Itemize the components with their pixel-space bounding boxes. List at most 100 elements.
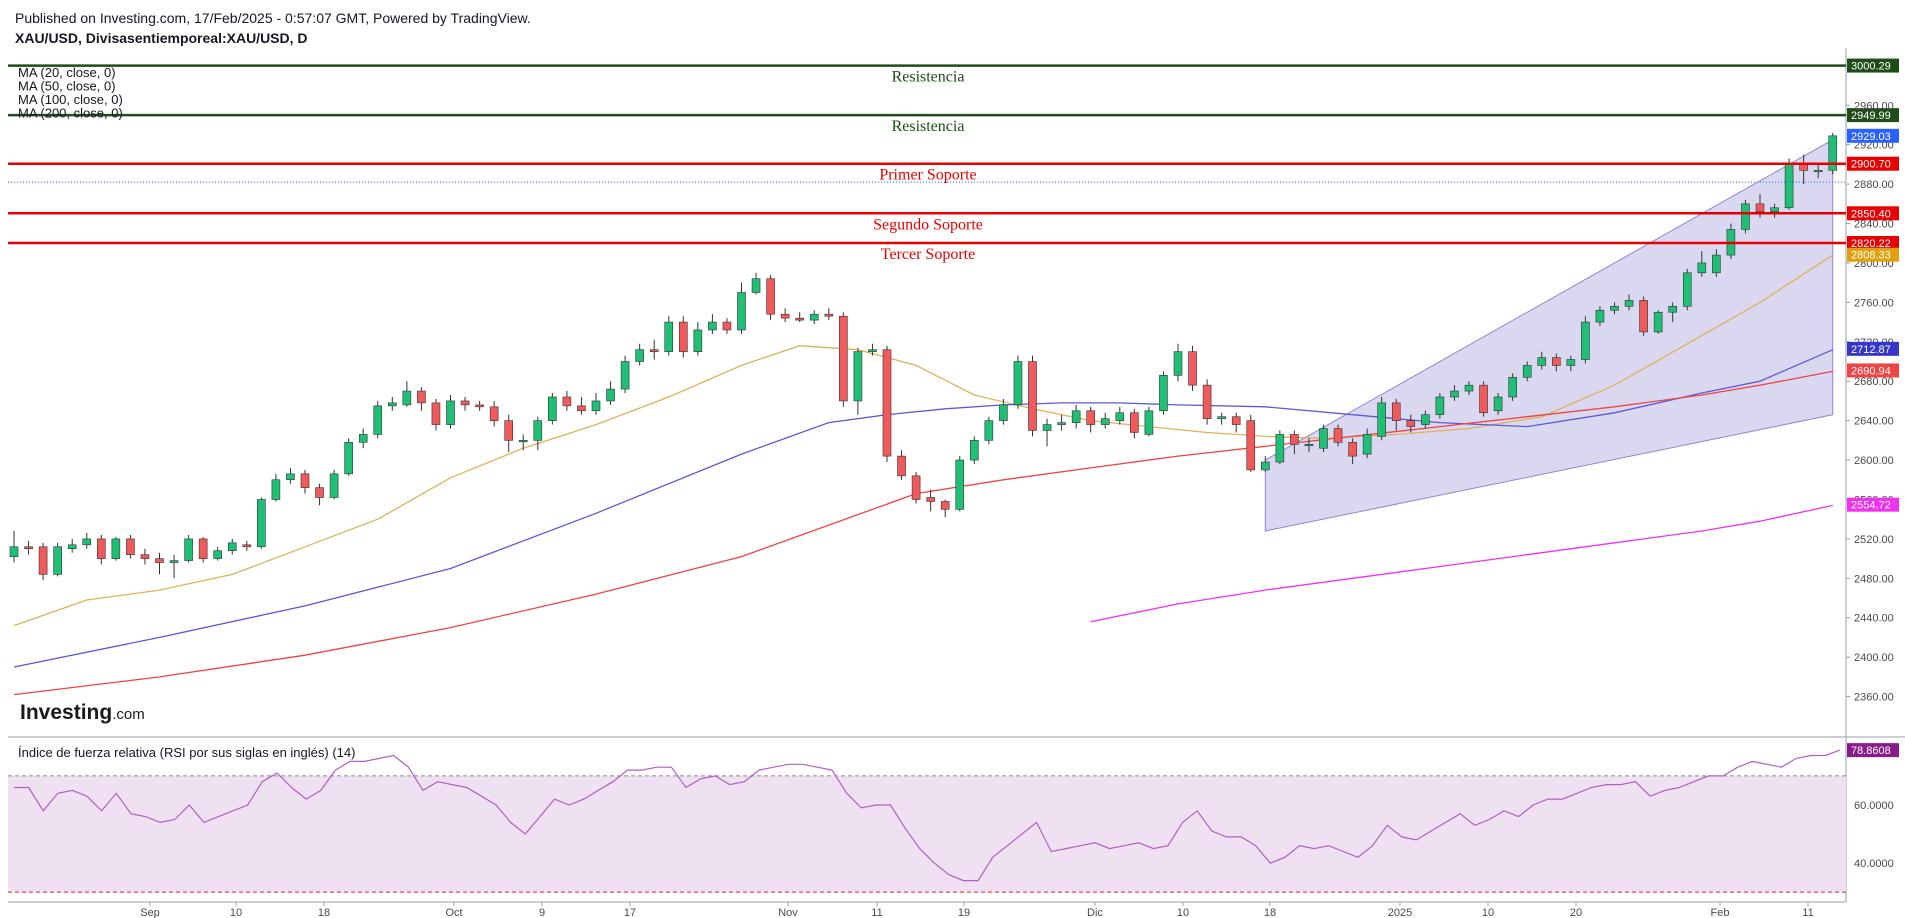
candle <box>271 479 281 500</box>
y-tick-label: 2960.00 <box>1854 100 1894 112</box>
x-tick-label: Oct <box>445 907 462 918</box>
candle <box>577 405 586 412</box>
candle <box>1653 311 1663 333</box>
ma-legend-item: MA (100, close, 0) <box>18 92 123 107</box>
price-axis: 2360.002400.002440.002480.002520.002560.… <box>1846 100 1899 704</box>
y-tick-label: 2760.00 <box>1854 297 1894 309</box>
candle <box>1450 390 1459 398</box>
candle <box>1042 424 1052 431</box>
candle <box>635 349 644 362</box>
level-price-text: 2850.40 <box>1851 208 1891 220</box>
y-tick-label: 2680.00 <box>1854 376 1894 388</box>
candle <box>315 487 324 498</box>
candle <box>1712 254 1721 274</box>
x-tick-label: 2025 <box>1388 907 1412 918</box>
candle <box>1639 300 1648 333</box>
candle <box>1377 402 1386 437</box>
candle <box>1741 203 1750 230</box>
level-label: Resistencia <box>892 69 965 86</box>
chart-frame <box>8 48 1905 903</box>
candle <box>82 538 92 546</box>
candle <box>460 400 470 406</box>
candle <box>475 404 484 408</box>
candle <box>97 538 106 559</box>
x-tick-label: Sep <box>140 907 160 918</box>
level-price-text: 2820.22 <box>1851 238 1891 250</box>
rsi-band <box>8 775 1846 893</box>
y-tick-label: 2600.00 <box>1854 455 1894 467</box>
candle <box>169 560 179 563</box>
candle <box>1159 375 1168 412</box>
candle <box>649 349 659 352</box>
candle <box>387 402 397 407</box>
level-price-text: 2900.70 <box>1851 159 1891 171</box>
candle <box>868 349 877 352</box>
candle <box>693 329 703 352</box>
candle <box>911 475 921 500</box>
candle <box>708 321 717 331</box>
candle <box>780 313 790 319</box>
level-label: Primer Soporte <box>879 167 976 184</box>
candle <box>24 546 33 550</box>
candle <box>1202 384 1212 419</box>
x-tick-label: 9 <box>539 907 545 918</box>
price-tag <box>1847 363 1899 378</box>
candle <box>198 538 208 559</box>
ma-legend: MA (20, close, 0)MA (50, close, 0)MA (10… <box>18 65 123 121</box>
candle <box>1595 309 1605 323</box>
candle <box>1406 420 1416 427</box>
price-tag-text: 2929.03 <box>1851 131 1891 143</box>
candle <box>1610 306 1619 311</box>
candle <box>1522 365 1532 378</box>
candle <box>839 315 848 402</box>
price-tag <box>1847 247 1899 262</box>
candle <box>1144 410 1154 435</box>
candle <box>1508 376 1517 398</box>
y-tick-label: 2400.00 <box>1854 652 1894 664</box>
candle <box>358 434 368 443</box>
candle <box>1348 442 1357 457</box>
candle <box>1435 396 1445 416</box>
candle <box>751 278 761 293</box>
x-tick-label: 18 <box>1264 907 1276 918</box>
candle <box>1784 164 1794 209</box>
y-tick-label: 2360.00 <box>1854 692 1894 704</box>
candle <box>606 388 615 402</box>
price-tag <box>1847 128 1899 143</box>
candle <box>940 501 950 510</box>
candle <box>373 405 383 435</box>
y-tick-label: 2640.00 <box>1854 416 1894 428</box>
candle <box>126 538 135 555</box>
candle <box>1479 384 1488 414</box>
candle <box>664 321 674 352</box>
candle <box>1115 412 1125 421</box>
candle <box>999 404 1008 421</box>
x-tick-label: 19 <box>958 907 970 918</box>
candle <box>1537 357 1547 366</box>
candle <box>227 542 237 552</box>
price-tag-text: 2808.33 <box>1851 250 1891 262</box>
candle <box>722 321 732 331</box>
candle <box>111 538 121 559</box>
candle <box>766 278 775 315</box>
candle <box>300 473 310 488</box>
investing-logo: Investing.com <box>20 701 145 724</box>
candle <box>1028 361 1037 431</box>
candle <box>1813 170 1823 173</box>
candle <box>897 455 906 477</box>
candle <box>1188 351 1197 386</box>
candle <box>155 558 164 563</box>
candle <box>1464 384 1474 392</box>
x-tick-label: 10 <box>1177 907 1189 918</box>
candle <box>737 292 746 331</box>
candle <box>329 473 339 498</box>
candle <box>1391 402 1401 421</box>
candle <box>562 396 572 407</box>
candle <box>984 420 994 441</box>
ma200-line <box>1090 504 1833 623</box>
candle <box>1246 420 1256 471</box>
candle <box>417 390 426 404</box>
candle <box>969 440 979 461</box>
rsi-label: Índice de fuerza relativa (RSI por sus s… <box>18 745 355 760</box>
